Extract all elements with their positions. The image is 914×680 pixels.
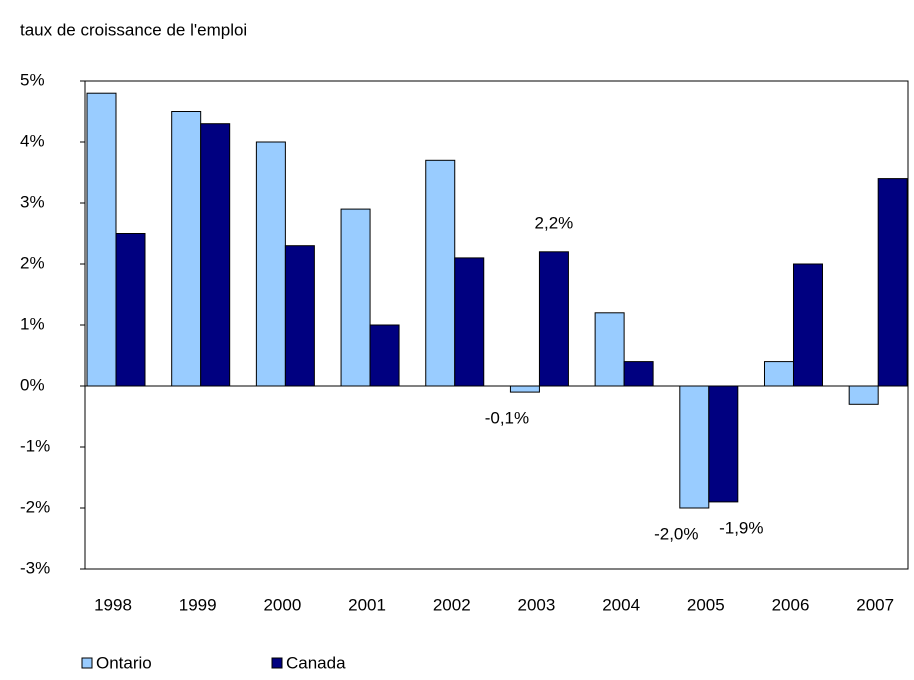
y-tick-label: 1% xyxy=(20,314,45,333)
bar xyxy=(679,385,710,509)
bar xyxy=(340,208,371,387)
x-tick-label: 1999 xyxy=(179,595,217,614)
chart-title: taux de croissance de l'emploi xyxy=(20,20,247,39)
bar xyxy=(877,178,908,387)
y-tick-label: 5% xyxy=(20,70,45,89)
value-label: 2,2% xyxy=(535,213,574,232)
value-label: -2,0% xyxy=(654,524,698,543)
y-tick-label: 4% xyxy=(20,131,45,150)
bar xyxy=(763,361,794,387)
legend-label: Ontario xyxy=(96,653,152,672)
bar xyxy=(708,385,739,503)
x-tick-label: 2003 xyxy=(518,595,556,614)
x-tick-label: 2002 xyxy=(433,595,471,614)
bar xyxy=(255,141,286,387)
bar xyxy=(86,92,117,387)
x-tick-label: 2007 xyxy=(856,595,894,614)
x-tick-label: 1998 xyxy=(94,595,132,614)
y-tick-label: -3% xyxy=(20,558,50,577)
legend-label: Canada xyxy=(286,653,346,672)
legend-swatch xyxy=(81,657,93,669)
bar xyxy=(369,324,400,387)
bar xyxy=(200,123,231,387)
bar xyxy=(848,385,879,405)
x-tick-label: 2000 xyxy=(263,595,301,614)
x-tick-label: 2001 xyxy=(348,595,386,614)
bar xyxy=(425,159,456,387)
x-tick-label: 2006 xyxy=(772,595,810,614)
bar xyxy=(454,257,485,387)
value-label: -1,9% xyxy=(719,518,763,537)
y-tick-label: -1% xyxy=(20,436,50,455)
y-tick-label: 3% xyxy=(20,192,45,211)
bar xyxy=(594,312,625,387)
y-tick-label: 0% xyxy=(20,375,45,394)
legend-swatch xyxy=(271,657,283,669)
bar xyxy=(792,263,823,387)
y-tick-label: -2% xyxy=(20,497,50,516)
bar xyxy=(538,251,569,387)
y-tick-label: 2% xyxy=(20,253,45,272)
bar xyxy=(509,385,540,393)
bar xyxy=(623,361,654,387)
bar xyxy=(115,233,146,387)
value-label: -0,1% xyxy=(485,409,529,428)
x-tick-label: 2005 xyxy=(687,595,725,614)
bar xyxy=(284,245,315,387)
bar xyxy=(171,111,202,387)
x-tick-label: 2004 xyxy=(602,595,640,614)
